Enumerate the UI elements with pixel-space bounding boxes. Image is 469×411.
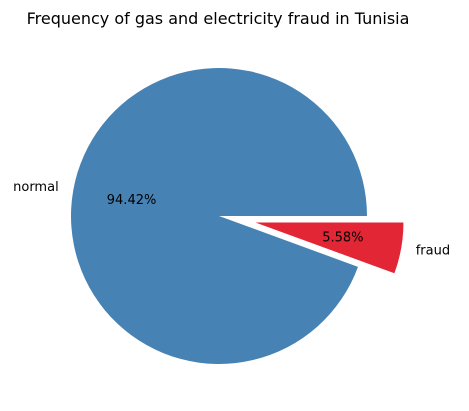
category-label-normal: normal: [13, 180, 59, 195]
percent-label-fraud: 5.58%: [322, 230, 363, 245]
percent-label-normal: 94.42%: [107, 193, 157, 208]
labels-layer: 94.42% normal 5.58% fraud: [13, 180, 450, 258]
category-label-fraud: fraud: [416, 243, 450, 258]
chart-title: Frequency of gas and electricity fraud i…: [27, 9, 410, 28]
pie-slice-fraud: [255, 222, 404, 274]
pie-slice-normal: [71, 68, 367, 365]
slices-layer: [71, 68, 404, 365]
